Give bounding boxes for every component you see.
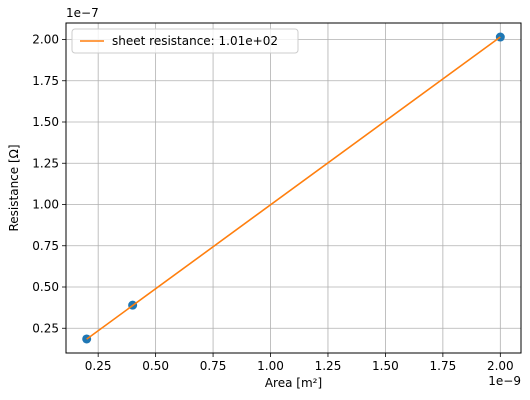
- series-layer: [82, 32, 505, 344]
- legend-label: sheet resistance: 1.01e+02: [112, 34, 278, 48]
- x-tick-label: 0.75: [200, 359, 227, 373]
- x-tick-label: 1.50: [372, 359, 399, 373]
- x-tick-label: 1.00: [257, 359, 284, 373]
- x-axis-label: Area [m²]: [265, 376, 322, 390]
- y-tick-label: 0.50: [32, 280, 59, 294]
- y-tick-label: 1.50: [32, 115, 59, 129]
- x-offset-text: 1e−9: [488, 374, 521, 388]
- y-tick-label: 1.75: [32, 74, 59, 88]
- y-tick-label: 2.00: [32, 33, 59, 47]
- x-tick-label: 2.00: [487, 359, 514, 373]
- ticks: 0.25 0.50 0.75 1.00 1.25 1.50 1.75 2.00 0.25 0.50…: [32, 33, 513, 374]
- x-tick-label: 0.50: [142, 359, 169, 373]
- grid: [66, 23, 521, 353]
- x-tick-label: 1.25: [315, 359, 342, 373]
- plot-frame: [65, 22, 522, 354]
- x-tick-label: 0.25: [85, 359, 112, 373]
- y-tick-label: 1.00: [32, 198, 59, 212]
- legend: sheet resistance: 1.01e+02: [71, 28, 299, 54]
- legend-box: [71, 28, 299, 54]
- y-axis-label: Resistance [Ω]: [7, 144, 21, 231]
- y-tick-label: 0.75: [32, 239, 59, 253]
- y-tick-label: 0.25: [32, 321, 59, 335]
- y-offset-text: 1e−7: [66, 6, 99, 20]
- fit-line: [86, 36, 501, 340]
- x-tick-label: 1.75: [430, 359, 457, 373]
- y-tick-label: 1.25: [32, 156, 59, 170]
